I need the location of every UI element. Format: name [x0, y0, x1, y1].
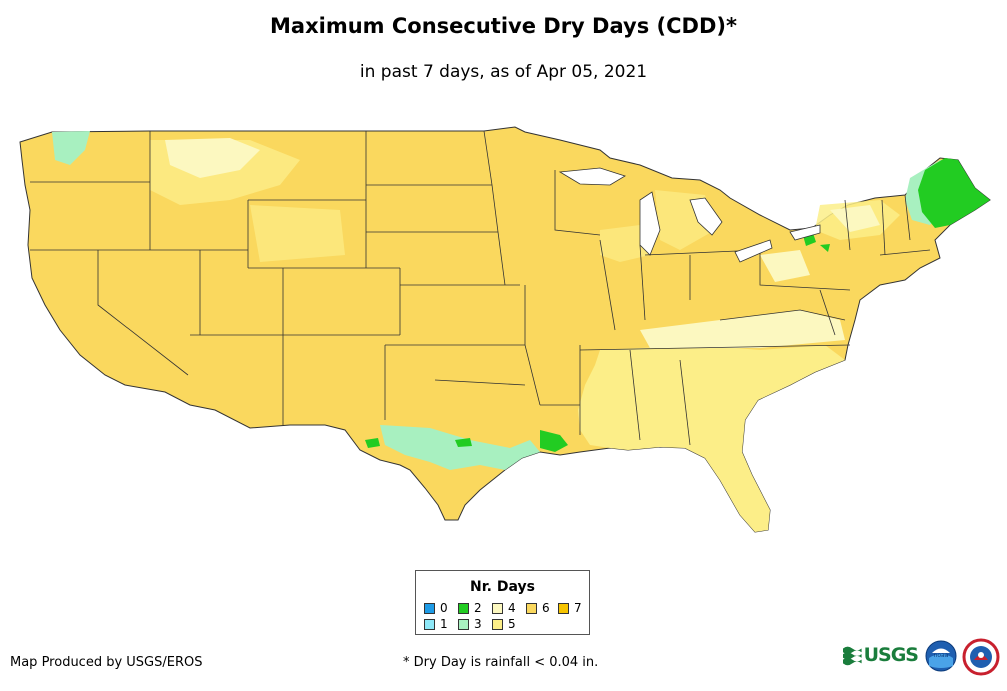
noaa-logo-icon: noaa: [925, 640, 957, 672]
legend-label-5: 5: [508, 617, 516, 631]
legend-item-7: 7: [558, 601, 582, 615]
legend-item-1: 1: [424, 617, 448, 631]
nws-logo-icon: [962, 638, 1000, 676]
legend-swatch-1: [424, 618, 435, 630]
legend-label-6: 6: [542, 601, 550, 615]
legend-swatch-0: [424, 602, 435, 614]
map-title: Maximum Consecutive Dry Days (CDD)*: [270, 14, 737, 38]
legend-item-4: 4: [492, 601, 516, 615]
legend-label-2: 2: [474, 601, 482, 615]
usgs-wordmark: USGS: [863, 644, 919, 666]
legend-label-0: 0: [440, 601, 448, 615]
noaa-wordmark: noaa: [934, 652, 949, 659]
legend-item-3: 3: [458, 617, 482, 631]
legend-swatch-7: [558, 602, 569, 614]
legend-swatch-4: [492, 602, 503, 614]
usgs-logo-icon: USGS: [843, 640, 919, 670]
legend-label-7: 7: [574, 601, 582, 615]
legend-title: Nr. Days: [470, 579, 535, 595]
legend-swatch-2: [458, 602, 469, 614]
great-lakes: [558, 167, 821, 263]
map-credit: Map Produced by USGS/EROS: [10, 655, 203, 670]
map-subtitle: in past 7 days, as of Apr 05, 2021: [359, 62, 648, 82]
legend-swatch-3: [458, 618, 469, 630]
legend-item-6: 6: [526, 601, 550, 615]
legend-item-5: 5: [492, 617, 516, 631]
legend-label-4: 4: [508, 601, 516, 615]
legend-item-2: 2: [458, 601, 482, 615]
legend: Nr. Days 0 1 2 3 4 5 6 7: [415, 570, 590, 635]
legend-swatch-6: [526, 602, 537, 614]
us-cdd-map: [19, 126, 991, 533]
cdd-4-day-regions: [165, 138, 880, 348]
legend-item-0: 0: [424, 601, 448, 615]
legend-label-3: 3: [474, 617, 482, 631]
legend-swatch-5: [492, 618, 503, 630]
dry-day-footnote: * Dry Day is rainfall < 0.04 in.: [403, 655, 599, 670]
state-boundaries: [30, 130, 931, 446]
legend-label-1: 1: [440, 617, 448, 631]
usgs-wave-icon: [843, 646, 862, 666]
